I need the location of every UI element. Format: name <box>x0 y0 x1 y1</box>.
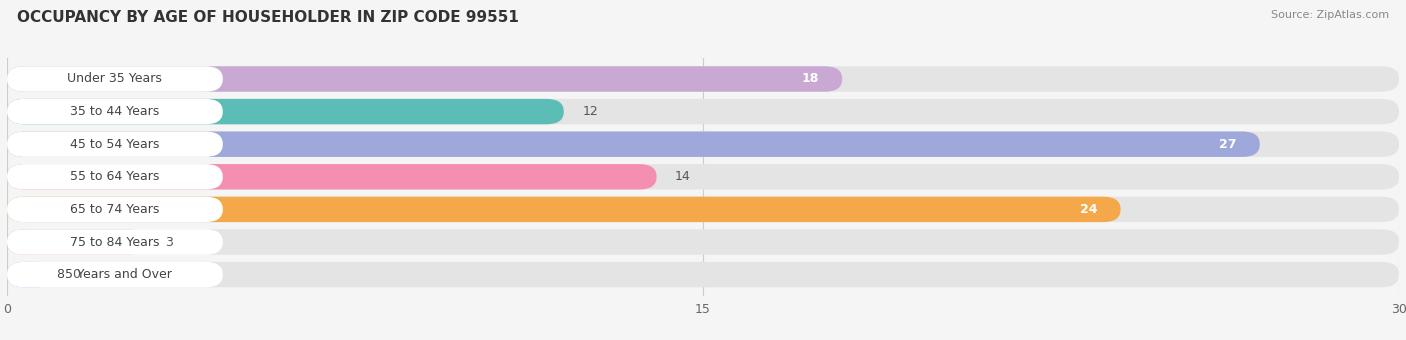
FancyBboxPatch shape <box>7 132 222 157</box>
FancyBboxPatch shape <box>7 197 1121 222</box>
FancyBboxPatch shape <box>7 99 564 124</box>
Text: 35 to 44 Years: 35 to 44 Years <box>70 105 159 118</box>
FancyBboxPatch shape <box>7 66 842 92</box>
FancyBboxPatch shape <box>7 262 1399 287</box>
Text: 75 to 84 Years: 75 to 84 Years <box>70 236 160 249</box>
FancyBboxPatch shape <box>7 132 1399 157</box>
Text: 65 to 74 Years: 65 to 74 Years <box>70 203 160 216</box>
FancyBboxPatch shape <box>7 262 53 287</box>
FancyBboxPatch shape <box>7 99 222 124</box>
FancyBboxPatch shape <box>7 229 222 255</box>
Text: 18: 18 <box>801 72 818 85</box>
Text: 0: 0 <box>72 268 80 281</box>
FancyBboxPatch shape <box>7 197 222 222</box>
Text: Source: ZipAtlas.com: Source: ZipAtlas.com <box>1271 10 1389 20</box>
Text: 14: 14 <box>675 170 690 183</box>
FancyBboxPatch shape <box>7 132 1260 157</box>
Text: Under 35 Years: Under 35 Years <box>67 72 162 85</box>
Text: OCCUPANCY BY AGE OF HOUSEHOLDER IN ZIP CODE 99551: OCCUPANCY BY AGE OF HOUSEHOLDER IN ZIP C… <box>17 10 519 25</box>
FancyBboxPatch shape <box>7 66 222 92</box>
FancyBboxPatch shape <box>7 229 146 255</box>
FancyBboxPatch shape <box>7 262 222 287</box>
FancyBboxPatch shape <box>7 66 1399 92</box>
Text: 12: 12 <box>582 105 598 118</box>
Text: 55 to 64 Years: 55 to 64 Years <box>70 170 160 183</box>
Text: 45 to 54 Years: 45 to 54 Years <box>70 138 160 151</box>
Text: 3: 3 <box>165 236 173 249</box>
Text: 24: 24 <box>1080 203 1098 216</box>
FancyBboxPatch shape <box>7 164 222 189</box>
FancyBboxPatch shape <box>7 164 657 189</box>
FancyBboxPatch shape <box>7 99 1399 124</box>
FancyBboxPatch shape <box>7 229 1399 255</box>
Text: 85 Years and Over: 85 Years and Over <box>58 268 173 281</box>
FancyBboxPatch shape <box>7 197 1399 222</box>
Text: 27: 27 <box>1219 138 1237 151</box>
FancyBboxPatch shape <box>7 164 1399 189</box>
